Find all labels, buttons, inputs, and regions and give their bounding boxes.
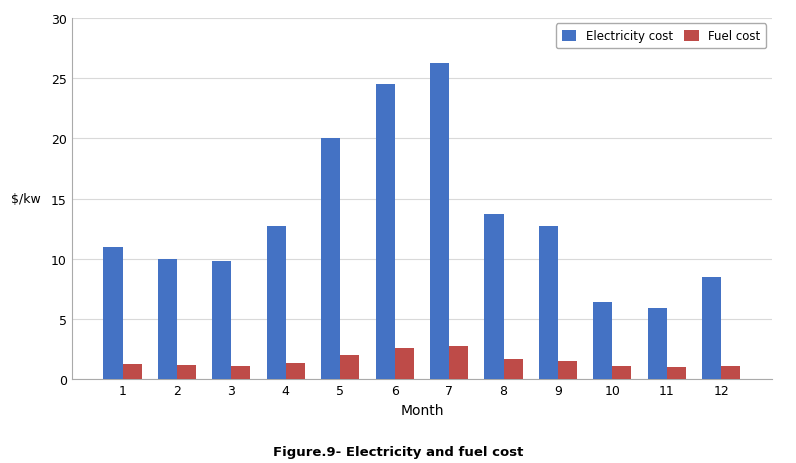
Bar xyxy=(593,303,612,380)
Bar xyxy=(322,139,340,380)
Bar xyxy=(213,262,232,380)
Bar xyxy=(103,247,123,380)
Bar xyxy=(158,259,177,380)
Bar xyxy=(340,356,359,380)
Y-axis label: $/kw: $/kw xyxy=(11,193,41,206)
X-axis label: Month: Month xyxy=(400,403,443,417)
Bar xyxy=(539,227,558,380)
Bar xyxy=(177,365,196,380)
Legend: Electricity cost, Fuel cost: Electricity cost, Fuel cost xyxy=(556,25,767,49)
Bar xyxy=(721,366,740,380)
Bar xyxy=(449,346,468,380)
Bar xyxy=(667,368,686,380)
Bar xyxy=(504,359,522,380)
Bar xyxy=(232,366,251,380)
Bar xyxy=(123,364,142,380)
Bar xyxy=(376,85,395,380)
Bar xyxy=(430,64,449,380)
Bar xyxy=(286,363,305,380)
Bar xyxy=(267,227,286,380)
Bar xyxy=(395,348,414,380)
Bar xyxy=(558,362,577,380)
Bar xyxy=(648,309,667,380)
Text: Figure.9- Electricity and fuel cost: Figure.9- Electricity and fuel cost xyxy=(273,445,523,458)
Bar xyxy=(485,215,504,380)
Bar xyxy=(702,277,721,380)
Bar xyxy=(612,366,631,380)
